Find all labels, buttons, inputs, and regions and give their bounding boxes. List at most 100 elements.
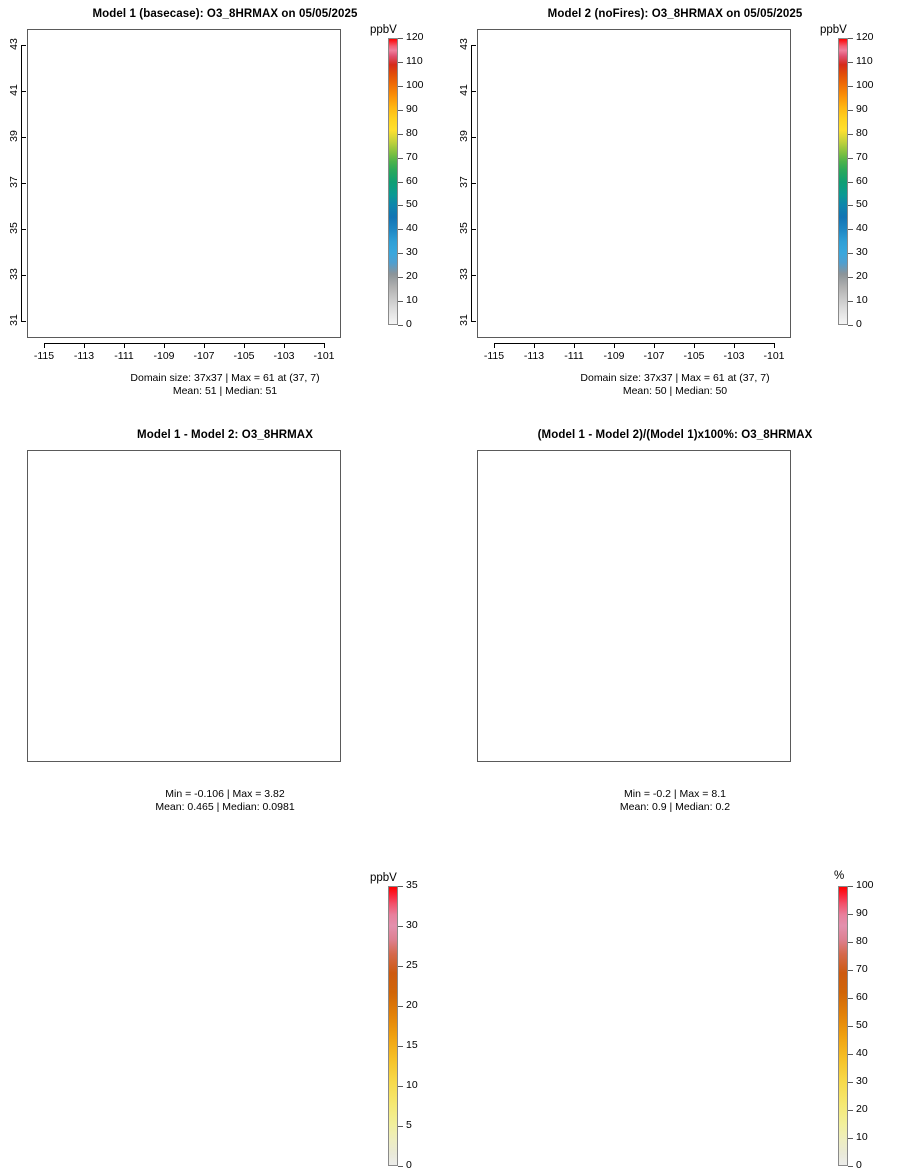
colorbar-tick-label: 40 — [856, 222, 868, 235]
colorbar-tick-label: 40 — [856, 1047, 868, 1059]
colorbar-tick — [848, 277, 853, 279]
colorbar-tick — [398, 1086, 403, 1087]
colorbar-tick-label: 10 — [406, 1079, 418, 1091]
colorbar-tick-label: 30 — [406, 246, 418, 259]
x-axis-label: -101 — [313, 350, 335, 362]
colorbar-tick — [398, 253, 403, 255]
panel-difference-percent: (Model 1 - Model 2)/(Model 1)x100%: O3_8… — [450, 420, 900, 1171]
x-axis-label: -111 — [564, 350, 584, 362]
x-axis-label: -109 — [153, 350, 175, 362]
colorbar-tick-label: 0 — [856, 318, 862, 330]
x-axis-tick — [574, 343, 575, 348]
colorbar-tick — [848, 1138, 853, 1139]
y-axis-label: 35 — [458, 222, 470, 234]
stats-line-2: Mean: 0.465 | Median: 0.0981 — [155, 801, 295, 813]
colorbar-tick-label: 120 — [406, 31, 424, 43]
colorbar-gradient — [388, 886, 398, 1166]
colorbar-tick-label: 80 — [856, 935, 868, 947]
y-axis-label: 31 — [8, 314, 20, 327]
colorbar-tick-label: 50 — [856, 1019, 868, 1031]
x-axis-label: -111 — [114, 350, 134, 362]
colorbar-tick-label: 20 — [856, 1103, 868, 1115]
panel-model1: Model 1 (basecase): O3_8HRMAX on 05/05/2… — [0, 0, 450, 420]
colorbar-tick-label: 10 — [856, 294, 868, 307]
colorbar-ramp — [389, 39, 397, 324]
colorbar-tick — [848, 1082, 853, 1083]
colorbar-tick-label: 5 — [406, 1119, 412, 1131]
colorbar-tick — [848, 38, 853, 39]
x-axis-label: -109 — [603, 350, 625, 362]
x-axis-tick — [654, 343, 655, 348]
colorbar-tick — [848, 970, 853, 971]
colorbar-tick — [398, 181, 403, 183]
x-axis-label: -107 — [193, 350, 215, 362]
stats-line-2: Mean: 50 | Median: 50 — [622, 385, 728, 397]
x-axis-label: -107 — [643, 350, 665, 362]
x-axis-tick — [244, 343, 245, 348]
plot-frame — [27, 450, 341, 762]
colorbar-tick-label: 50 — [856, 198, 868, 211]
colorbar-tick — [848, 1110, 853, 1111]
colorbar-tick-label: 20 — [406, 999, 418, 1011]
stats-line-1: Min = -0.2 | Max = 8.1 — [624, 788, 726, 800]
stats-line-1: Min = -0.106 | Max = 3.82 — [165, 788, 285, 800]
colorbar-tick — [398, 1006, 403, 1007]
colorbar-title: ppbV — [370, 24, 397, 36]
colorbar-tick-label: 90 — [856, 102, 868, 115]
colorbar-tick-label: 20 — [856, 270, 868, 283]
colorbar-tick — [398, 301, 403, 303]
colorbar-tick-label: 110 — [406, 54, 423, 67]
y-axis-label: 33 — [8, 268, 20, 281]
colorbar-gradient — [838, 886, 848, 1166]
x-axis-label: -101 — [763, 350, 785, 362]
colorbar-tick-label: 90 — [856, 907, 868, 919]
colorbar-tick-label: 100 — [406, 78, 424, 91]
colorbar-tick — [848, 1026, 853, 1027]
colorbar-tick — [848, 325, 853, 326]
x-axis-tick — [534, 343, 535, 348]
x-axis-label: -115 — [33, 350, 55, 362]
y-axis-tick — [21, 44, 26, 46]
panel-title: (Model 1 - Model 2)/(Model 1)x100%: O3_8… — [537, 429, 813, 441]
colorbar-tick — [398, 277, 403, 279]
colorbar-tick-label: 70 — [856, 963, 868, 975]
colorbar-tick — [398, 886, 403, 887]
colorbar-tick — [848, 181, 853, 183]
y-axis-label: 33 — [458, 268, 470, 281]
plot-frame — [477, 450, 791, 762]
colorbar-tick — [848, 205, 853, 207]
colorbar-tick-label: 100 — [856, 78, 874, 91]
panel-title: Model 1 - Model 2: O3_8HRMAX — [137, 429, 313, 441]
colorbar-tick-label: 35 — [406, 879, 418, 891]
x-axis-tick — [284, 343, 285, 348]
colorbar-ramp — [389, 887, 397, 1165]
panel-title: Model 1 (basecase): O3_8HRMAX on 05/05/2… — [92, 8, 358, 20]
colorbar-tick — [848, 942, 853, 943]
x-axis-label: -103 — [273, 350, 295, 362]
colorbar-tick-label: 60 — [406, 174, 418, 187]
y-axis-tick — [471, 229, 476, 231]
y-axis-label: 31 — [458, 314, 470, 327]
colorbar-tick — [848, 61, 853, 63]
colorbar-tick-label: 30 — [856, 1075, 868, 1087]
stats-line-2: Mean: 51 | Median: 51 — [172, 385, 278, 397]
colorbar-tick-label: 30 — [406, 919, 418, 931]
y-axis-tick — [471, 44, 476, 46]
colorbar-tick — [398, 61, 403, 63]
y-axis-label: 43 — [458, 37, 470, 50]
colorbar-tick-label: 30 — [856, 246, 868, 259]
y-axis-tick — [21, 183, 26, 184]
y-axis-tick — [471, 275, 476, 277]
colorbar-ramp — [839, 887, 847, 1165]
x-axis-label: -113 — [73, 350, 95, 362]
y-axis-label: 35 — [8, 222, 20, 234]
colorbar-tick-label: 0 — [406, 318, 412, 330]
y-axis-tick — [471, 136, 476, 138]
colorbar-tick-label: 120 — [856, 31, 874, 43]
colorbar-tick — [398, 85, 403, 87]
panel-difference-absolute: Model 1 - Model 2: O3_8HRMAX Min = -0.10… — [0, 420, 450, 1171]
colorbar-tick — [398, 109, 403, 111]
colorbar-tick-label: 0 — [856, 1159, 862, 1171]
colorbar-tick — [398, 133, 403, 135]
colorbar-tick-label: 60 — [856, 174, 868, 187]
